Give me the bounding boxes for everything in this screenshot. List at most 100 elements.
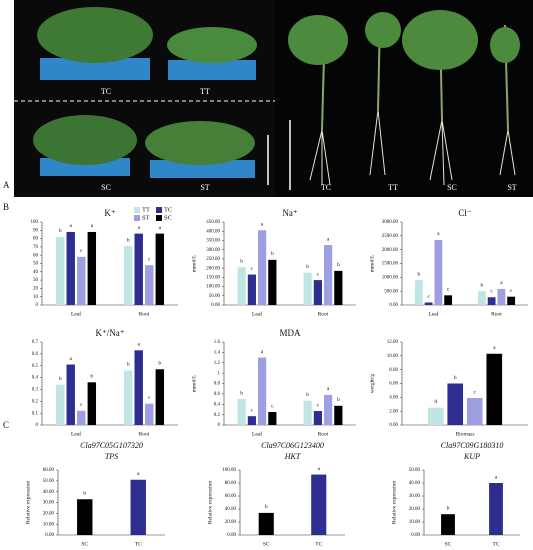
y-tick-label: 3000.00	[382, 220, 399, 225]
chart-title: Na⁺	[282, 208, 297, 218]
y-axis-label: Relative expression	[207, 481, 213, 524]
y-axis-label: weight/g	[369, 374, 375, 393]
panel-letter: C	[3, 420, 9, 430]
bar	[268, 259, 277, 305]
y-tick-label: 0.2	[214, 413, 221, 418]
bar	[155, 369, 165, 425]
y-tick-label: 40	[33, 270, 39, 275]
significance-letter: a	[500, 280, 503, 286]
significance-letter: b	[265, 504, 268, 510]
significance-letter: b	[83, 491, 86, 497]
bar	[324, 394, 333, 425]
y-tick-label: 0.1	[32, 411, 39, 416]
y-tick-label: 70	[33, 245, 39, 250]
bar	[497, 288, 506, 305]
significance-letter: c	[80, 248, 83, 254]
y-axis-label: Relative expression	[391, 481, 397, 524]
bar	[77, 410, 86, 425]
significance-letter: a	[159, 225, 162, 231]
bar	[487, 297, 496, 305]
significance-letter: c	[148, 395, 151, 401]
significance-letter: a	[70, 223, 73, 229]
bar	[66, 364, 75, 425]
significance-letter: a	[138, 342, 141, 348]
x-tick-label: Leaf	[252, 310, 262, 317]
x-tick-label: TC	[492, 541, 499, 547]
y-tick-label: 60.00	[43, 468, 55, 473]
significance-letter: b	[337, 262, 340, 268]
x-tick-label: Leaf	[252, 430, 262, 437]
bar	[123, 246, 133, 305]
bar	[424, 302, 433, 305]
y-tick-label: 450.00	[206, 220, 220, 225]
chart-title: Cla97C06G123400	[261, 441, 324, 450]
plants	[145, 121, 255, 165]
significance-letter: c	[490, 289, 493, 295]
legend-swatch	[134, 215, 140, 221]
bar	[134, 350, 143, 425]
legend-label: ST	[142, 214, 150, 221]
bar	[134, 233, 143, 305]
y-tick-label: 2000.00	[382, 248, 399, 253]
y-tick-label: 60.00	[225, 494, 237, 499]
y-tick-label: 300.00	[206, 248, 220, 253]
y-tick-label: 250.00	[206, 257, 220, 262]
bar	[247, 416, 256, 425]
significance-letter: b	[90, 374, 93, 380]
bar	[258, 357, 267, 425]
y-tick-label: 20.00	[43, 511, 55, 516]
x-tick-label: Leaf	[428, 310, 438, 317]
bar	[87, 231, 97, 305]
y-tick-label: 100.00	[206, 285, 220, 290]
bar	[87, 382, 97, 425]
y-tick-label: 1.2	[214, 361, 221, 366]
bar	[145, 403, 154, 425]
y-tick-label: 30.00	[43, 501, 55, 506]
y-tick-label: 20.00	[225, 520, 237, 525]
chart-subtitle: TPS	[105, 452, 118, 461]
bar	[303, 272, 312, 305]
significance-letter: c	[510, 288, 513, 294]
y-tick-label: 200.00	[206, 266, 220, 271]
chart-subtitle: HKT	[284, 452, 301, 461]
y-tick-label: 50.00	[409, 468, 421, 473]
significance-letter: a	[138, 225, 141, 231]
y-tick-label: 0.4	[32, 376, 39, 381]
y-axis-label: mmol/L	[191, 374, 197, 392]
significance-letter: b	[240, 390, 243, 396]
significance-letter: a	[493, 345, 496, 351]
significance-letter: a	[495, 474, 498, 480]
y-tick-label: 0	[36, 303, 39, 308]
bar	[313, 410, 322, 425]
bar	[258, 512, 274, 535]
y-tick-label: 100.00	[222, 468, 236, 473]
bar	[311, 474, 327, 535]
x-tick-label: Root	[318, 431, 329, 437]
bar	[489, 483, 503, 535]
significance-letter: a	[327, 386, 330, 392]
tray	[168, 60, 256, 80]
y-tick-label: 20.00	[409, 507, 421, 512]
bar	[477, 291, 486, 305]
significance-letter: c	[317, 271, 320, 277]
significance-letter: b	[306, 392, 309, 398]
chart-title: Cla97C09G180310	[441, 441, 504, 450]
y-tick-label: 0.5	[32, 364, 39, 369]
legend-label: TC	[164, 206, 172, 213]
bar	[55, 236, 65, 305]
y-tick-label: 12.00	[387, 340, 399, 345]
y-tick-label: 100	[31, 220, 39, 225]
bar	[466, 398, 483, 425]
bar	[444, 295, 453, 305]
y-axis-label: mmol/L	[191, 254, 197, 272]
photo-label: TT	[200, 87, 210, 96]
significance-letter: b	[480, 282, 483, 288]
bar	[237, 267, 246, 305]
y-tick-label: 0.00	[389, 303, 398, 308]
plants	[37, 7, 153, 63]
significance-letter: b	[59, 228, 62, 234]
y-tick-label: 350.00	[206, 239, 220, 244]
y-tick-label: 40.00	[43, 490, 55, 495]
y-tick-label: 500.00	[384, 289, 398, 294]
